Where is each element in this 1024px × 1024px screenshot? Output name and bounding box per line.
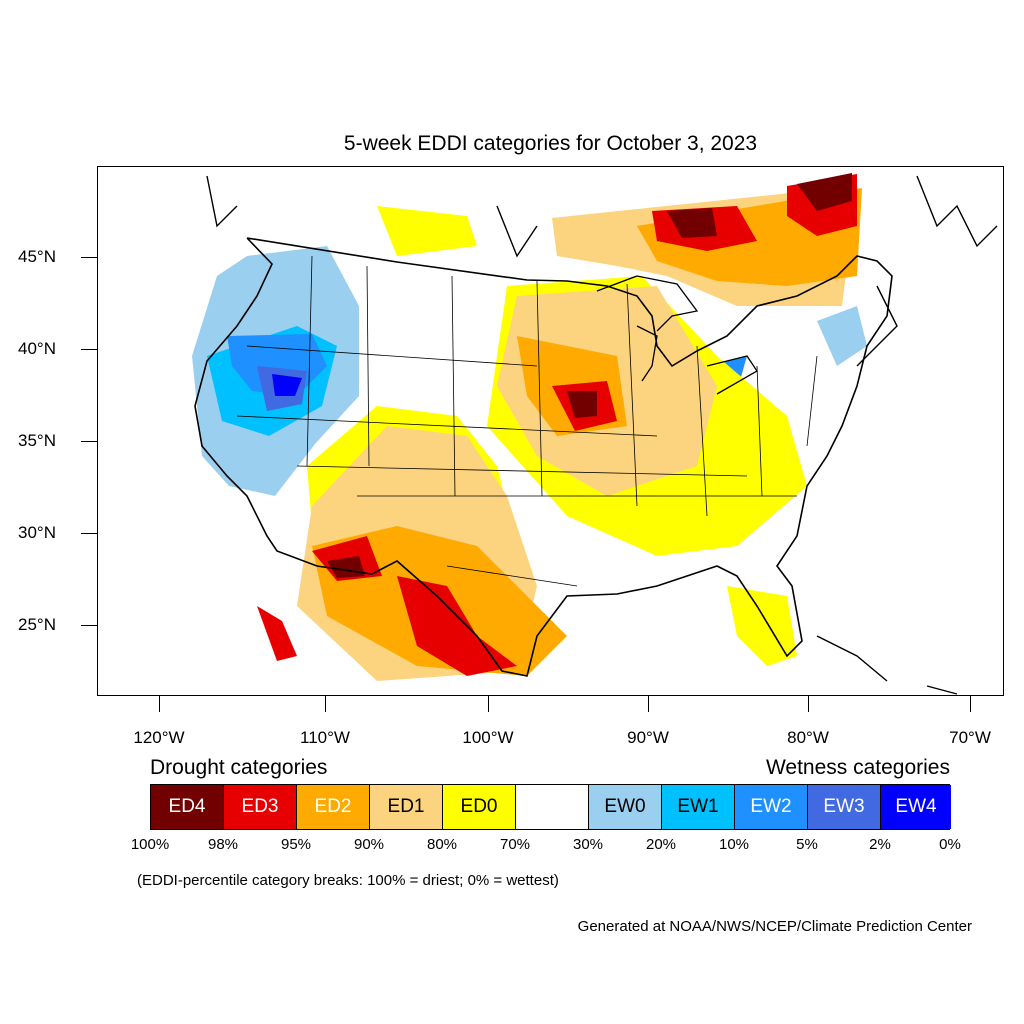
lat-tick — [81, 257, 97, 258]
legend-break-label: 100% — [130, 836, 170, 853]
lon-label: 70°W — [949, 728, 991, 747]
lat-label: 25°N — [18, 615, 56, 634]
legend-swatch: ED2 — [297, 785, 370, 829]
ed0-region-north — [377, 206, 477, 256]
legend-break-label: 10% — [718, 836, 750, 853]
lat-label: 40°N — [18, 339, 56, 358]
lon-label: 120°W — [133, 728, 185, 747]
legend-break-label: 5% — [796, 836, 818, 853]
category-breaks-note: (EDDI-percentile category breaks: 100% =… — [137, 872, 559, 889]
legend-swatch: ED1 — [370, 785, 443, 829]
legend-swatch — [516, 785, 589, 829]
lat-tick — [81, 533, 97, 534]
legend-break-label: 80% — [426, 836, 458, 853]
legend-swatch: EW2 — [735, 785, 808, 829]
legend-break-label: 98% — [207, 836, 239, 853]
lat-label: 35°N — [18, 431, 56, 450]
lat-label: 45°N — [18, 247, 56, 266]
legend-break-label: 2% — [869, 836, 891, 853]
legend-colorbar: ED4 ED3 ED2 ED1 ED0 EW0 EW1 EW2 EW3 EW4 — [150, 784, 951, 830]
canada-coast — [206, 175, 998, 367]
ed4-region-iowa — [567, 391, 597, 418]
ew4-region-utah — [272, 374, 302, 396]
lon-tick — [325, 696, 326, 712]
ed3-region-baja — [257, 606, 297, 661]
lon-tick — [488, 696, 489, 712]
wetness-categories-heading: Wetness categories — [765, 756, 950, 779]
lon-label: 90°W — [627, 728, 669, 747]
caribbean-islands — [816, 635, 958, 695]
legend-break-label: 0% — [939, 836, 961, 853]
map-title: 5-week EDDI categories for October 3, 20… — [343, 132, 758, 155]
legend-break-label: 90% — [353, 836, 385, 853]
legend-break-label: 95% — [280, 836, 312, 853]
lat-tick — [81, 625, 97, 626]
lon-tick — [648, 696, 649, 712]
map-panel — [97, 166, 1004, 696]
ed0-region-florida — [727, 586, 797, 666]
lon-label: 100°W — [462, 728, 514, 747]
legend-break-label: 20% — [645, 836, 677, 853]
lon-tick — [970, 696, 971, 712]
legend-swatch: EW4 — [881, 785, 951, 829]
legend-swatch: EW0 — [589, 785, 662, 829]
great-lakes-shoreline — [596, 275, 758, 395]
lat-tick — [81, 441, 97, 442]
ed4-region-quebec — [797, 173, 852, 211]
lon-tick — [159, 696, 160, 712]
legend-break-label: 70% — [499, 836, 531, 853]
legend-swatch: ED0 — [443, 785, 516, 829]
lon-label: 80°W — [787, 728, 829, 747]
legend-swatch: EW1 — [662, 785, 735, 829]
legend-break-label: 30% — [572, 836, 604, 853]
legend-swatch: ED4 — [151, 785, 224, 829]
legend-swatch: ED3 — [224, 785, 297, 829]
state-borders — [236, 255, 818, 587]
legend-swatch: EW3 — [808, 785, 881, 829]
lon-tick — [808, 696, 809, 712]
drought-categories-heading: Drought categories — [150, 756, 328, 779]
lat-label: 30°N — [18, 523, 56, 542]
us-outline — [194, 237, 893, 677]
lon-label: 110°W — [300, 728, 350, 747]
credit-line: Generated at NOAA/NWS/NCEP/Climate Predi… — [577, 918, 972, 935]
ew0-region-ne — [817, 306, 867, 366]
lat-tick — [81, 349, 97, 350]
ed4-region-ontario — [667, 208, 717, 238]
ed4-region-arizona — [327, 556, 365, 578]
